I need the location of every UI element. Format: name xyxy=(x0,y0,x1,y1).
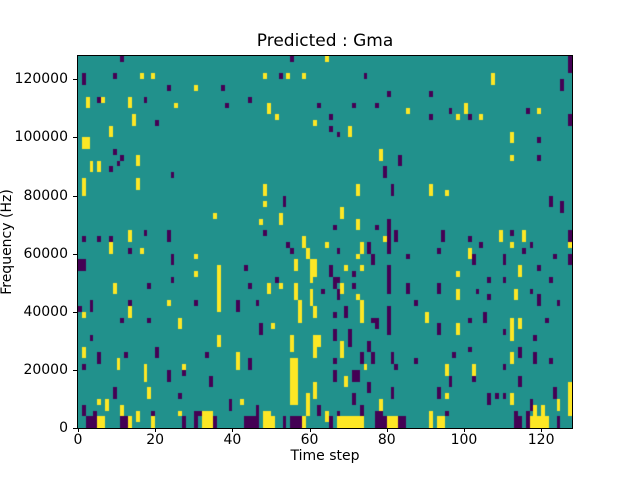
x-axis-label: Time step xyxy=(290,448,360,464)
y-tick-mark xyxy=(73,253,77,255)
y-tick-label: 40000 xyxy=(23,303,68,320)
x-tick-mark xyxy=(541,428,543,432)
x-tick-label: 100 xyxy=(450,432,478,448)
x-tick-mark xyxy=(155,428,157,432)
x-tick-label: 20 xyxy=(146,432,165,448)
y-tick-mark xyxy=(73,79,77,81)
y-tick-label: 60000 xyxy=(23,245,68,262)
plot-area xyxy=(77,55,573,429)
x-tick-mark xyxy=(232,428,234,432)
y-tick-mark xyxy=(73,137,77,139)
y-axis-label: Frequency (Hz) xyxy=(0,189,15,295)
x-tick-label: 120 xyxy=(527,432,555,448)
y-tick-label: 120000 xyxy=(14,71,68,88)
y-tick-label: 100000 xyxy=(14,129,68,146)
x-tick-label: 0 xyxy=(73,432,83,448)
chart-title: Predicted : Gma xyxy=(256,31,394,51)
heatmap-canvas xyxy=(78,56,572,428)
y-tick-mark xyxy=(73,428,77,429)
y-tick-label: 0 xyxy=(59,420,68,436)
y-tick-mark xyxy=(73,311,77,313)
y-tick-mark xyxy=(73,195,77,197)
x-tick-label: 60 xyxy=(300,432,319,448)
x-tick-mark xyxy=(386,428,388,432)
x-tick-mark xyxy=(463,428,465,432)
x-tick-mark xyxy=(309,428,311,432)
x-tick-mark xyxy=(78,428,79,432)
x-tick-label: 40 xyxy=(223,432,242,448)
y-tick-label: 20000 xyxy=(23,361,68,378)
y-tick-mark xyxy=(73,369,77,371)
x-tick-label: 80 xyxy=(377,432,396,448)
y-tick-label: 80000 xyxy=(23,187,68,204)
